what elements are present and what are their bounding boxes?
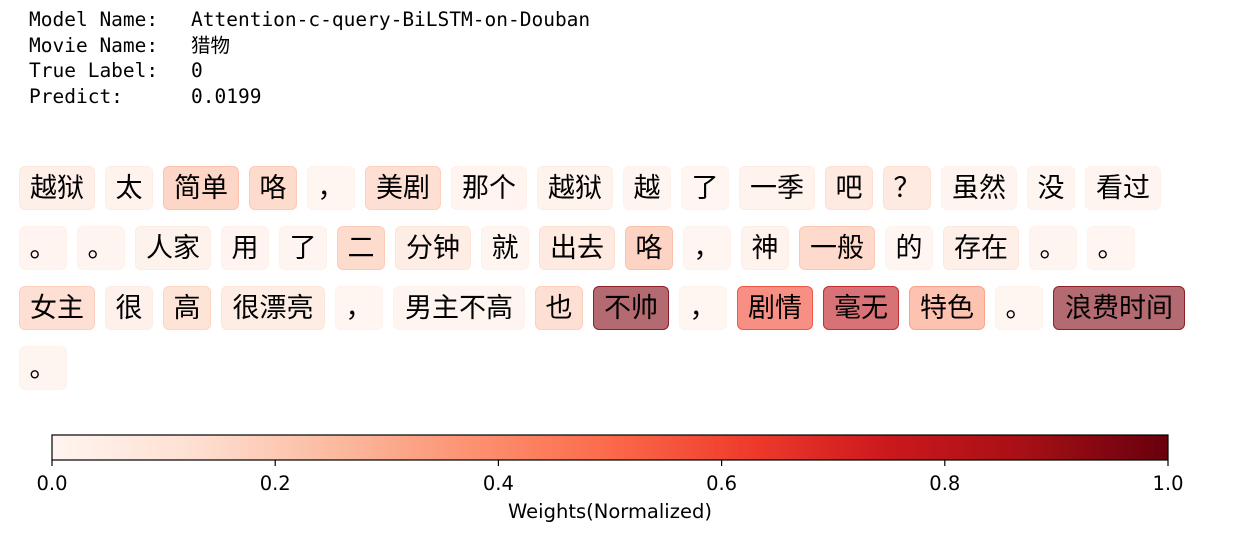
token-cell: 太 xyxy=(105,166,153,210)
colorbar-tick-label: 0.8 xyxy=(929,472,960,495)
token-cell: 也 xyxy=(535,286,583,330)
token-cell: 特色 xyxy=(909,286,985,330)
token-cell: 神 xyxy=(741,226,789,270)
token-cell: 剧情 xyxy=(737,286,813,330)
token-cell: ， xyxy=(307,166,355,210)
token-cell: 浪费时间 xyxy=(1053,286,1185,330)
token-cell: 就 xyxy=(481,226,529,270)
movie-name-row: Movie Name: 猎物 xyxy=(29,33,590,59)
colorbar: 0.0 0.2 0.4 0.6 0.8 1.0 Weights(Normalized) xyxy=(36,434,1184,523)
colorbar-tick-label: 0.0 xyxy=(36,472,67,495)
token-cell: 美剧 xyxy=(365,166,441,210)
token-row: 越狱太简单咯，美剧 那个 越狱越了一季吧？虽然没看过 xyxy=(19,166,1229,226)
token-cell: ， xyxy=(683,226,731,270)
model-name-value: Attention-c-query-BiLSTM-on-Douban xyxy=(191,8,591,31)
colorbar-tick-label: 0.2 xyxy=(260,472,291,495)
token-cell: 分钟 xyxy=(395,226,471,270)
token-cell: 一般 xyxy=(799,226,875,270)
colorbar-ticks: 0.0 0.2 0.4 0.6 0.8 1.0 xyxy=(36,460,1184,495)
token-row: 女主很高很漂亮，男主不高也不帅，剧情 毫无 特色。浪费时间 xyxy=(19,286,1229,346)
token-cell: 咯 xyxy=(625,226,673,270)
token-cell: 二 xyxy=(337,226,385,270)
token-cell: 简单 xyxy=(163,166,239,210)
movie-name-value: 猎物 xyxy=(191,33,231,57)
token-cell: 吧 xyxy=(825,166,873,210)
token-cell: 的 xyxy=(885,226,933,270)
token-cell: 高 xyxy=(163,286,211,330)
token-cell: 了 xyxy=(279,226,327,270)
true-label-value: 0 xyxy=(191,59,203,82)
colorbar-gradient xyxy=(51,434,1169,461)
colorbar-tick-label: 0.4 xyxy=(483,472,514,495)
token-cell: 了 xyxy=(681,166,729,210)
token-cell: 咯 xyxy=(249,166,297,210)
token-cell: 很漂亮 xyxy=(221,286,325,330)
token-cell: 越 xyxy=(623,166,671,210)
token-cell: 一季 xyxy=(739,166,815,210)
token-cell: 虽然 xyxy=(941,166,1017,210)
model-name-key: Model Name: xyxy=(29,8,159,31)
token-cell: 不帅 xyxy=(593,286,669,330)
token-cell: 看过 xyxy=(1085,166,1161,210)
token-row: 。。人家用了二分钟就出去咯，神一般的存在。。 xyxy=(19,226,1229,286)
token-row: 。 xyxy=(19,346,1229,406)
token-cell: 用 xyxy=(221,226,269,270)
token-cell: 人家 xyxy=(135,226,211,270)
colorbar-label: Weights(Normalized) xyxy=(508,500,712,523)
true-label-key: True Label: xyxy=(29,59,159,82)
token-cell: ？ xyxy=(883,166,931,210)
predict-key: Predict: xyxy=(29,84,123,108)
token-cell: 。 xyxy=(995,286,1043,330)
token-cell: 。 xyxy=(19,226,67,270)
token-cell: 毫无 xyxy=(823,286,899,330)
token-cell: 越狱 xyxy=(19,166,95,210)
token-cell: 。 xyxy=(19,346,67,390)
token-cell: 那个 xyxy=(451,166,527,210)
colorbar-tick-label: 0.6 xyxy=(706,472,737,495)
token-cell: 存在 xyxy=(943,226,1019,270)
model-name-row: Model Name: Attention-c-query-BiLSTM-on-D… xyxy=(29,7,590,33)
predict-value: 0.0199 xyxy=(191,84,262,108)
true-label-row: True Label: 0 xyxy=(29,58,590,84)
token-cell: 女主 xyxy=(19,286,95,330)
token-cell: 越狱 xyxy=(537,166,613,210)
token-cell: ， xyxy=(679,286,727,330)
token-cell: ， xyxy=(335,286,383,330)
predict-row: Predict: 0.0199 xyxy=(29,84,590,110)
movie-name-key: Movie Name: xyxy=(29,33,159,57)
token-cell: 。 xyxy=(77,226,125,270)
token-cell: 。 xyxy=(1087,226,1135,270)
token-cell: 出去 xyxy=(539,226,615,270)
token-cell: 。 xyxy=(1029,226,1077,270)
info-panel: Model Name: Attention-c-query-BiLSTM-on-D… xyxy=(29,7,590,109)
colorbar-tick-label: 1.0 xyxy=(1152,472,1183,495)
token-cell: 没 xyxy=(1027,166,1075,210)
token-cell: 很 xyxy=(105,286,153,330)
token-cell: 男主不高 xyxy=(393,286,525,330)
attention-token-grid: 越狱太简单咯，美剧 那个 越狱越了一季吧？虽然没看过。。人家用了二分钟就出去咯，神一… xyxy=(19,166,1229,406)
